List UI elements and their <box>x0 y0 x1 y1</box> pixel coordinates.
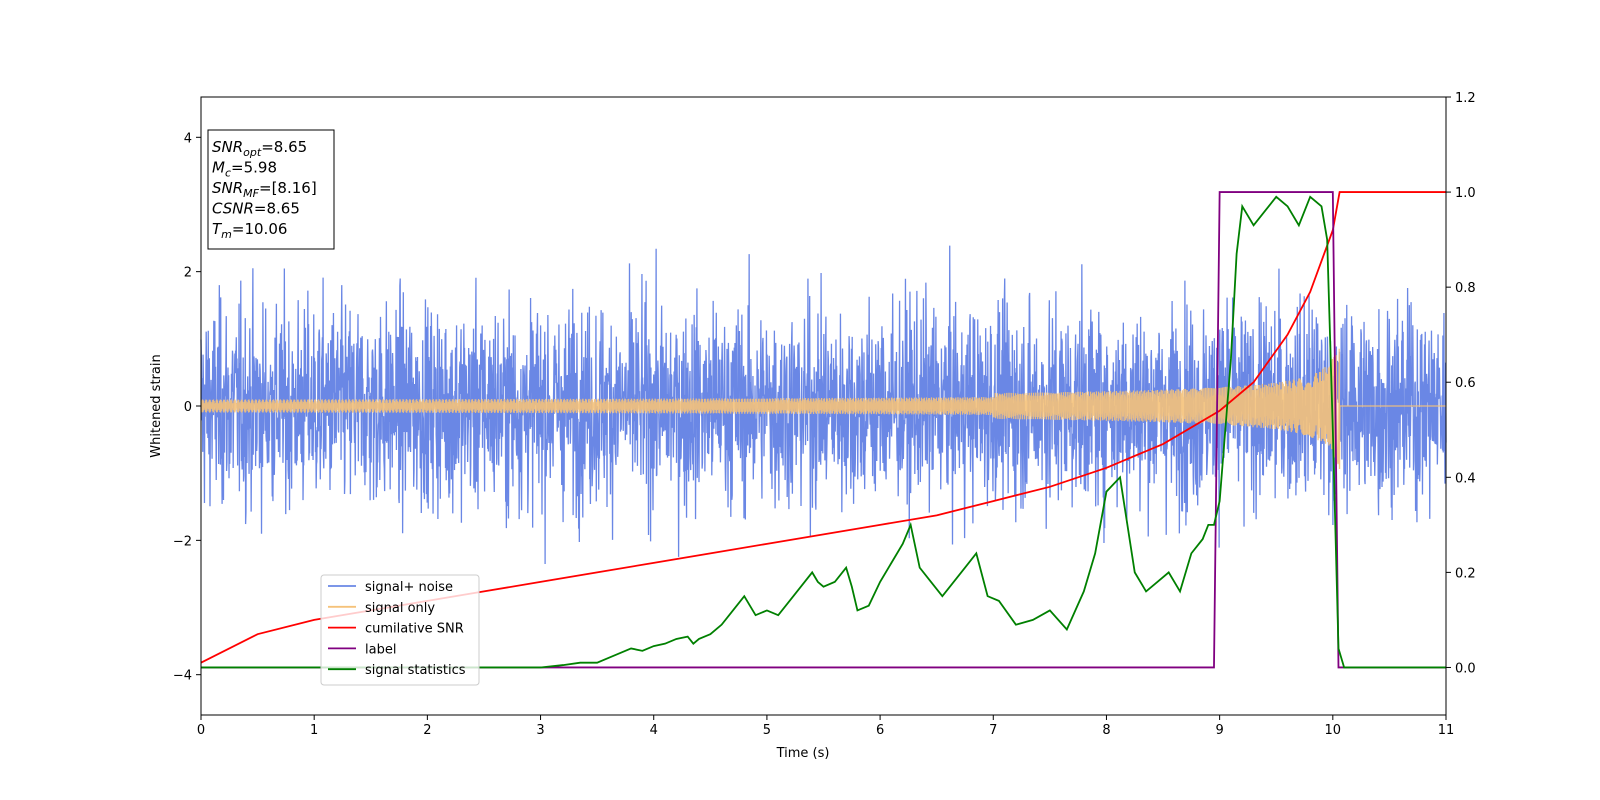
x-tick-label: 2 <box>423 723 431 738</box>
annotation-line: SNRopt=8.65 <box>212 138 307 159</box>
x-tick-label: 9 <box>1215 723 1223 738</box>
y-axis-label: Whitened strain <box>149 354 164 457</box>
y-left-tick-label: 0 <box>184 400 192 415</box>
annotation-line: SNRMF=[8.16] <box>212 179 317 200</box>
x-tick-label: 10 <box>1325 723 1342 738</box>
legend-label-label: label <box>365 642 396 657</box>
y-right-tick-label: 0.2 <box>1455 566 1476 581</box>
legend-label-signal-noise: signal+ noise <box>365 580 453 595</box>
legend-frame <box>320 574 480 686</box>
x-axis-label: Time (s) <box>776 746 830 761</box>
annotation-line: Tm=10.06 <box>212 220 287 241</box>
x-tick-label: 4 <box>650 723 658 738</box>
axes: 0 1 2 3 4 5 6 7 8 9 10 11 −4 −2 0 2 4 0.0 0.2 0.4 0.6 0.8 1.0 1… <box>173 91 1476 738</box>
x-tick-label: 0 <box>197 723 205 738</box>
y-right-tick-label: 0.8 <box>1455 281 1476 296</box>
x-tick-label: 5 <box>763 723 771 738</box>
series-signal-statistics-line <box>201 195 1446 669</box>
legend-label-cumilative-snr: cumilative SNR <box>365 622 464 637</box>
legend-label-signal-statistics: signal statistics <box>365 663 466 678</box>
y-right-tick-label: 0.4 <box>1455 471 1476 486</box>
y-left-tick-label: −4 <box>173 669 192 684</box>
y-left-tick-label: 2 <box>184 266 192 281</box>
x-tick-label: 6 <box>876 723 884 738</box>
x-tick-label: 11 <box>1438 723 1455 738</box>
y-right-tick-label: 0.0 <box>1455 661 1476 676</box>
annotation-line: Mc=5.98 <box>212 159 277 180</box>
series-signal-noise-line <box>200 245 1447 565</box>
x-tick-label: 3 <box>536 723 544 738</box>
y-left-tick-label: −2 <box>173 534 192 549</box>
legend-label-signal-only: signal only <box>365 601 435 616</box>
y-right-tick-label: 1.0 <box>1455 186 1476 201</box>
annotation-frame <box>207 129 335 250</box>
x-tick-label: 8 <box>1102 723 1110 738</box>
series-signal-only-line <box>200 348 1446 470</box>
y-right-tick-label: 1.2 <box>1455 91 1476 106</box>
y-right-tick-label: 0.6 <box>1455 376 1476 391</box>
x-tick-label: 1 <box>310 723 318 738</box>
x-tick-label: 7 <box>989 723 997 738</box>
legend: signal+ noise signal only cumilative SNR la… <box>320 574 480 686</box>
annotation-line: CSNR=8.65 <box>212 200 300 218</box>
y-left-tick-label: 4 <box>184 131 192 146</box>
